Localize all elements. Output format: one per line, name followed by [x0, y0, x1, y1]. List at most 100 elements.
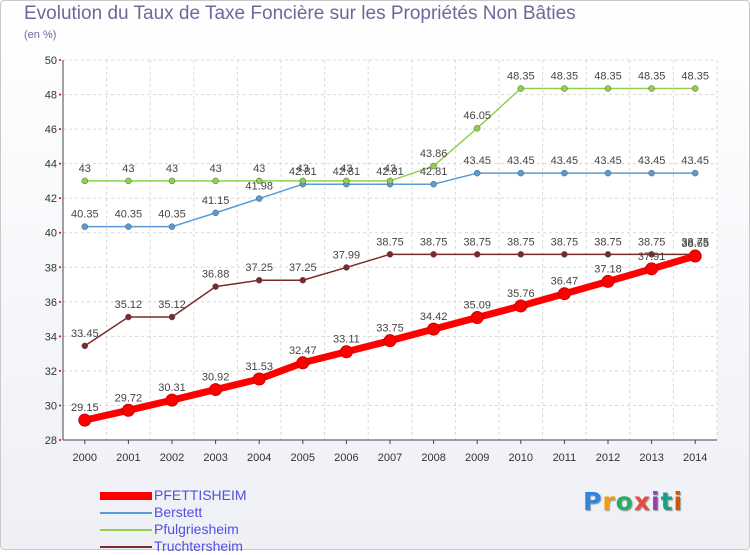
data-label-truchtersheim: 36.88 [202, 269, 230, 281]
data-label-truchtersheim: 38.75 [594, 236, 622, 248]
x-tick-label: 2007 [378, 452, 402, 464]
x-tick-label: 2012 [596, 452, 620, 464]
data-point-pfulgriesheim [604, 85, 612, 92]
data-label-truchtersheim: 38.75 [507, 236, 535, 248]
legend-label: Truchtersheim [154, 538, 243, 554]
y-tick-mark [59, 59, 61, 61]
data-label-pfettisheim: 36.47 [551, 276, 579, 288]
data-point-pfulgriesheim [125, 177, 132, 185]
data-label-berstett: 43.45 [594, 155, 622, 167]
x-tick-label: 2001 [116, 452, 140, 464]
data-label-pfulgriesheim: 43 [79, 163, 91, 175]
data-point-truchtersheim [81, 342, 89, 350]
data-point-pfulgriesheim [473, 124, 481, 132]
data-label-pfulgriesheim: 48.35 [681, 71, 709, 83]
data-label-truchtersheim: 38.75 [463, 236, 491, 248]
chart-title: Evolution du Taux de Taxe Foncière sur l… [24, 3, 576, 24]
data-point-pfettisheim [78, 413, 92, 427]
y-tick-mark [59, 128, 61, 131]
y-tick-mark [59, 266, 61, 269]
legend-item-pfettisheim: PFETTISHEIM [100, 487, 340, 504]
legend-item-pfulgriesheim: Pfulgriesheim [100, 521, 340, 538]
data-point-truchtersheim [299, 276, 307, 284]
data-point-pfettisheim [383, 334, 397, 348]
data-label-pfulgriesheim: 43 [384, 163, 396, 175]
x-tick-label: 2010 [509, 452, 533, 464]
data-point-truchtersheim [648, 251, 655, 258]
y-tick-label: 36 [45, 297, 57, 309]
legend-item-truchtersheim: Truchtersheim [100, 538, 340, 555]
plot-area [63, 60, 717, 440]
data-point-berstett [691, 169, 699, 177]
data-label-pfulgriesheim: 43 [122, 163, 134, 175]
data-point-pfettisheim [470, 311, 484, 325]
y-tick-label: 38 [45, 262, 57, 274]
data-point-pfettisheim [296, 356, 310, 370]
data-label-truchtersheim: 37.25 [245, 262, 273, 274]
y-tick-mark [59, 369, 61, 372]
data-label-pfettisheim: 33.75 [376, 323, 404, 335]
y-tick-mark [59, 197, 61, 200]
data-point-berstett [81, 223, 89, 230]
data-point-truchtersheim [517, 251, 525, 258]
logo-letter: t [660, 487, 674, 516]
data-label-pfettisheim: 35.76 [507, 288, 535, 300]
legend-swatch [100, 528, 152, 531]
data-label-pfulgriesheim: 43 [340, 163, 352, 175]
legend-label: PFETTISHEIM [154, 487, 247, 503]
y-tick-mark [59, 404, 61, 407]
data-point-pfulgriesheim [691, 85, 699, 92]
y-tick-mark [59, 439, 61, 441]
data-point-pfettisheim [514, 299, 528, 313]
data-label-pfettisheim: 29.15 [71, 402, 99, 414]
data-label-pfulgriesheim: 43 [253, 163, 265, 175]
data-point-pfulgriesheim [81, 177, 89, 185]
data-label-berstett: 42.81 [289, 166, 317, 178]
legend-label: Berstett [154, 504, 203, 520]
y-tick-label: 28 [45, 435, 57, 447]
x-tick-label: 2011 [553, 452, 577, 464]
data-label-berstett: 42.81 [376, 166, 404, 178]
data-label-berstett: 42.81 [420, 166, 448, 178]
data-point-pfulgriesheim [212, 177, 219, 185]
legend-swatch [100, 491, 152, 500]
data-point-berstett [473, 169, 481, 177]
legend-swatch [100, 511, 152, 514]
data-label-berstett: 43.45 [681, 155, 709, 167]
data-label-pfettisheim: 32.47 [289, 345, 317, 357]
data-label-berstett: 42.81 [333, 166, 361, 178]
y-tick-mark [59, 162, 61, 165]
data-label-pfettisheim: 30.92 [202, 372, 230, 384]
data-point-pfettisheim [252, 372, 266, 386]
data-label-pfulgriesheim: 48.35 [638, 71, 666, 83]
data-label-pfulgriesheim: 43 [297, 163, 309, 175]
data-point-pfettisheim [688, 249, 702, 263]
data-point-truchtersheim [473, 251, 481, 258]
data-label-truchtersheim: 38.75 [638, 236, 666, 248]
y-tick-label: 40 [45, 228, 57, 240]
y-tick-mark [59, 93, 61, 96]
x-tick-label: 2008 [421, 452, 445, 464]
y-tick-label: 46 [45, 124, 57, 136]
data-label-pfulgriesheim: 48.35 [551, 71, 579, 83]
data-point-pfettisheim [601, 274, 615, 288]
data-label-pfettisheim: 37.18 [594, 263, 622, 275]
data-label-berstett: 43.45 [638, 155, 666, 167]
data-label-berstett: 41.15 [202, 195, 230, 207]
y-tick-label: 32 [45, 366, 57, 378]
x-tick-label: 2003 [203, 452, 227, 464]
logo-letter: P [583, 487, 603, 516]
data-label-pfulgriesheim: 48.35 [507, 71, 535, 83]
data-label-pfulgriesheim: 43 [209, 163, 221, 175]
data-label-truchtersheim: 38.75 [376, 236, 404, 248]
data-label-berstett: 43.45 [507, 155, 535, 167]
data-label-berstett: 40.35 [115, 209, 143, 221]
data-label-truchtersheim: 37.25 [289, 262, 317, 274]
data-label-truchtersheim: 37.99 [333, 249, 361, 261]
y-tick-mark [59, 335, 61, 338]
data-label-pfettisheim: 37.91 [638, 251, 666, 263]
data-point-pfulgriesheim [561, 85, 568, 92]
data-point-berstett [604, 169, 612, 177]
data-point-berstett [517, 169, 525, 177]
data-label-pfettisheim: 34.42 [420, 311, 448, 323]
